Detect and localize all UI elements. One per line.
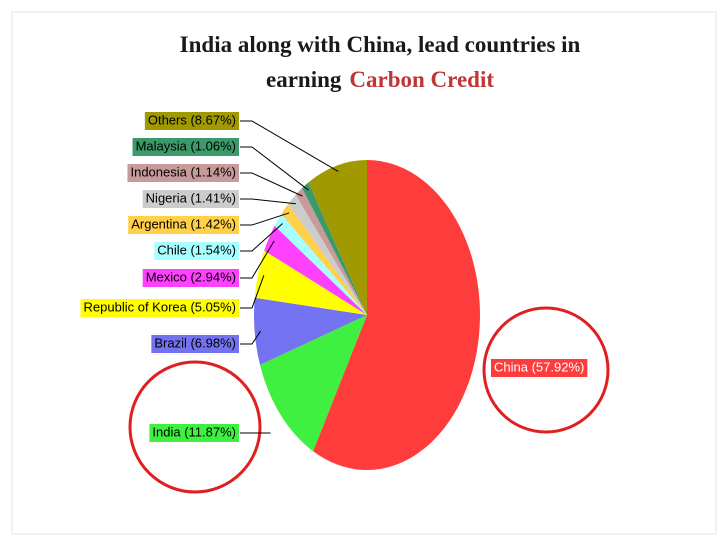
slice-label-text: Others (8.67%) — [148, 112, 236, 127]
slice-label-text: Indonesia (1.14%) — [130, 164, 236, 179]
pie — [254, 160, 481, 471]
slice-label-box — [154, 242, 239, 260]
slice-label: Chile (1.54%) — [154, 242, 239, 260]
slice-label-box — [142, 190, 239, 208]
pie-slice — [308, 160, 367, 315]
leader-line — [240, 223, 283, 252]
slice-label-text: Mexico (2.94%) — [146, 269, 236, 284]
pie-slice — [274, 213, 367, 315]
slice-label-box — [149, 424, 239, 442]
slice-label-box — [128, 216, 239, 234]
slice-label-text: India (11.87%) — [152, 424, 236, 439]
pie-slice — [254, 297, 367, 365]
pie-slice — [264, 225, 367, 315]
pie-slice — [313, 160, 481, 471]
slice-label: India (11.87%) — [149, 424, 239, 442]
slice-label-text: Chile (1.54%) — [157, 242, 236, 257]
pie-slice — [281, 203, 367, 315]
leader-line — [240, 146, 309, 191]
slice-label-box — [127, 164, 239, 182]
slice-label: China (57.92%) — [491, 359, 588, 377]
leader-line — [240, 198, 296, 205]
pie-slice — [302, 182, 367, 315]
slice-label-box — [132, 138, 239, 156]
slice-label-text: Brazil (6.98%) — [154, 335, 236, 350]
pie-slice — [254, 250, 367, 315]
slice-label: Others (8.67%) — [144, 112, 239, 130]
slice-label-box — [491, 359, 588, 377]
slice-label-box — [144, 112, 239, 130]
leader-line — [240, 120, 339, 172]
highlight-circle — [482, 306, 610, 434]
leader-line — [240, 240, 275, 279]
slice-label: Indonesia (1.14%) — [127, 164, 239, 182]
slide-border — [11, 11, 717, 535]
slice-label-text: Republic of Korea (5.05%) — [84, 299, 236, 314]
slice-label: Argentina (1.42%) — [128, 216, 239, 234]
leader-line — [240, 212, 290, 226]
title-line1: India along with China, lead countries i… — [180, 32, 581, 57]
title-highlight: Carbon Credit — [349, 67, 494, 92]
leader-line — [240, 330, 262, 345]
slice-label-text: Argentina (1.42%) — [131, 216, 236, 231]
slice-label: Malaysia (1.06%) — [132, 138, 239, 156]
slice-label: Mexico (2.94%) — [142, 269, 239, 287]
pie-slice — [288, 194, 367, 315]
title-line2: earning Carbon Credit — [266, 67, 494, 92]
slice-label-box — [142, 269, 239, 287]
slice-label-box — [80, 299, 239, 317]
title-line2-text: earning — [266, 67, 342, 92]
slice-label-text: Nigeria (1.41%) — [146, 190, 236, 205]
pie-slice — [295, 188, 367, 315]
slice-label-box — [151, 335, 239, 353]
slice-label-text: Malaysia (1.06%) — [136, 138, 236, 153]
slice-label: Republic of Korea (5.05%) — [80, 299, 239, 317]
highlight-circle — [128, 360, 262, 494]
pie-slice — [260, 315, 367, 452]
slice-label-text: China (57.92%) — [494, 359, 584, 374]
slice-label: Brazil (6.98%) — [151, 335, 239, 353]
slice-label: Nigeria (1.41%) — [142, 190, 239, 208]
leader-line — [240, 172, 303, 197]
leader-line — [240, 275, 265, 309]
